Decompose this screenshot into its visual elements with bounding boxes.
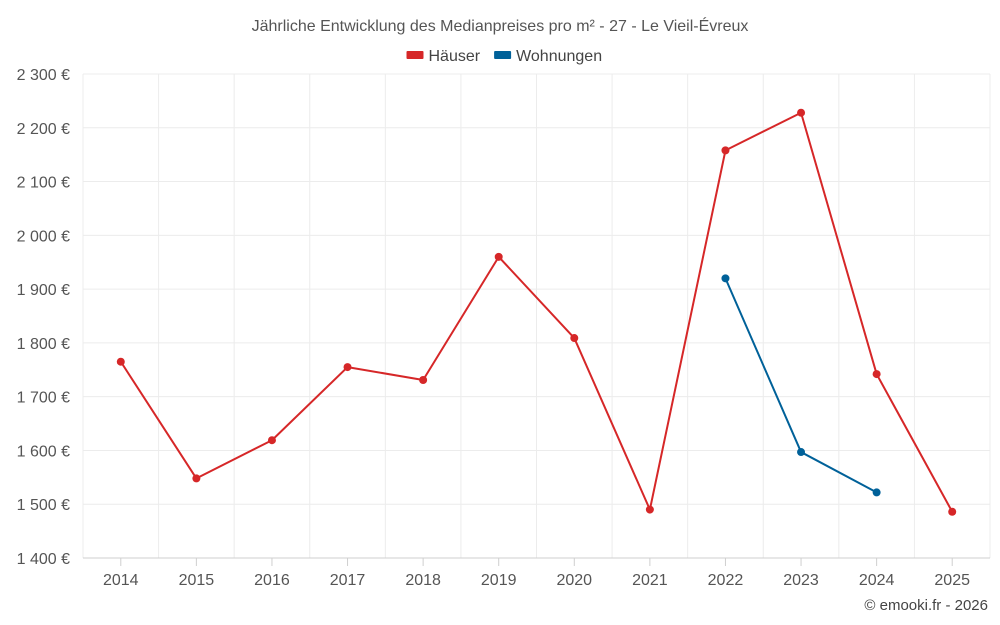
y-tick-label: 1 600 €: [17, 443, 70, 460]
legend: Häuser Wohnungen: [406, 48, 602, 65]
data-point-h-user[interactable]: [494, 252, 503, 261]
grid: [82, 73, 991, 559]
x-tick-label: 2017: [330, 572, 366, 589]
data-point-h-user[interactable]: [116, 357, 125, 366]
data-point-wohnungen[interactable]: [797, 448, 806, 457]
legend-label-h-user[interactable]: Häuser: [429, 48, 481, 65]
x-tick-label: 2016: [254, 572, 290, 589]
series-line-wohnungen: [724, 277, 878, 494]
legend-label-wohnungen[interactable]: Wohnungen: [516, 48, 602, 65]
data-point-h-user[interactable]: [419, 375, 428, 384]
data-point-h-user[interactable]: [872, 370, 881, 379]
y-tick-label: 2 300 €: [17, 67, 70, 84]
x-tick-label: 2023: [783, 572, 819, 589]
data-point-h-user[interactable]: [645, 505, 654, 514]
series-line-h-user: [119, 111, 954, 513]
x-tick-label: 2025: [934, 572, 970, 589]
y-tick-label: 1 900 €: [17, 282, 70, 299]
x-tick-label: 2014: [103, 572, 139, 589]
y-tick-label: 1 800 €: [17, 336, 70, 353]
legend-swatch-h-user: [406, 51, 424, 59]
x-tick-label: 2022: [708, 572, 744, 589]
x-tick-label: 2020: [556, 572, 592, 589]
x-tick-label: 2021: [632, 572, 668, 589]
x-tick-label: 2018: [405, 572, 441, 589]
data-point-wohnungen[interactable]: [721, 274, 730, 283]
data-point-h-user[interactable]: [267, 436, 276, 445]
data-point-h-user[interactable]: [343, 363, 352, 372]
chart-title: Jährliche Entwicklung des Medianpreises …: [252, 16, 749, 35]
x-tick-label: 2024: [859, 572, 895, 589]
x-axis: 2014 2015 2016 2017 2018 2019 2020 2021 2022 2023…: [83, 557, 990, 589]
y-tick-label: 1 400 €: [17, 551, 70, 568]
x-tick-label: 2015: [179, 572, 215, 589]
data-point-h-user[interactable]: [570, 334, 579, 343]
series-points: [116, 108, 957, 516]
legend-swatch-wohnungen: [494, 51, 512, 59]
credit-text: © emooki.fr - 2026: [864, 597, 988, 614]
y-tick-label: 1 500 €: [17, 497, 70, 514]
data-point-h-user[interactable]: [797, 108, 806, 117]
y-tick-label: 2 000 €: [17, 228, 70, 245]
y-tick-label: 2 100 €: [17, 175, 70, 192]
x-tick-label: 2019: [481, 572, 517, 589]
data-point-h-user[interactable]: [948, 507, 957, 516]
y-tick-label: 2 200 €: [17, 121, 70, 138]
y-axis: 1 400 € 1 500 € 1 600 € 1 700 € 1 800 € 1 900…: [17, 67, 70, 568]
y-tick-label: 1 700 €: [17, 390, 70, 407]
data-point-wohnungen[interactable]: [872, 488, 881, 497]
data-point-h-user[interactable]: [721, 146, 730, 155]
data-point-h-user[interactable]: [192, 474, 201, 483]
